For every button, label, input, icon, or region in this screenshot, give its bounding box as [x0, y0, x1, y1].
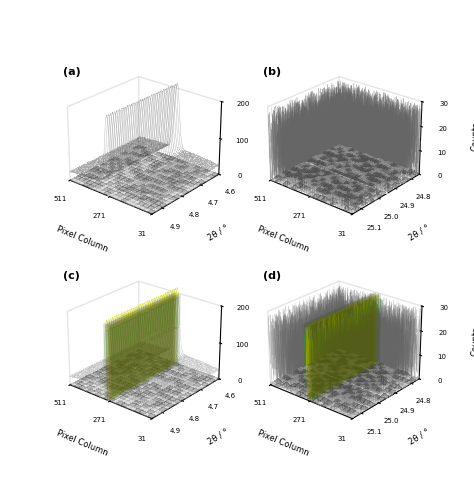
X-axis label: Pixel Column: Pixel Column	[56, 429, 109, 458]
X-axis label: Pixel Column: Pixel Column	[256, 429, 310, 458]
Y-axis label: 2θ / °: 2θ / °	[206, 428, 230, 447]
Text: (a): (a)	[63, 67, 80, 77]
Text: (c): (c)	[63, 271, 80, 281]
Text: (b): (b)	[263, 67, 281, 77]
Y-axis label: 2θ / °: 2θ / °	[407, 428, 431, 447]
Y-axis label: 2θ / °: 2θ / °	[407, 223, 431, 242]
Text: (d): (d)	[263, 271, 281, 281]
X-axis label: Pixel Column: Pixel Column	[256, 224, 310, 253]
Y-axis label: 2θ / °: 2θ / °	[206, 223, 230, 242]
X-axis label: Pixel Column: Pixel Column	[56, 224, 109, 253]
